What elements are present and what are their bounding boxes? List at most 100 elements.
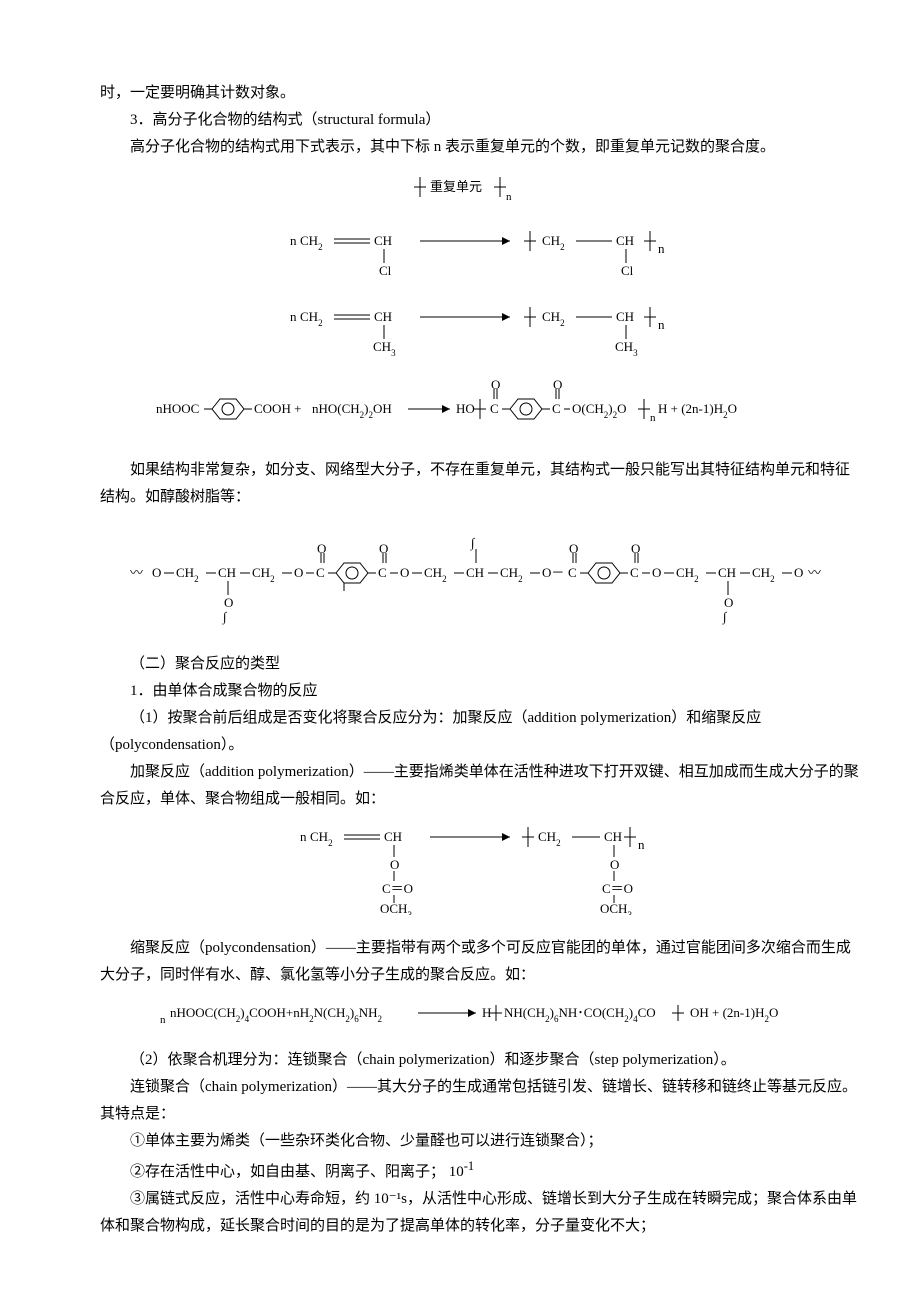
svg-text:n: n — [300, 829, 307, 844]
svg-text:CH: CH — [374, 309, 392, 324]
fig-rxn-methylacrylate: n CH2 CH O C＝O OCH3 CH2 CH n O — [100, 823, 860, 925]
svg-text:n: n — [650, 412, 656, 424]
svg-text:CH2: CH2 — [538, 829, 561, 848]
fig-rxn-vinylchloride: n CH2 CH Cl CH2 CH Cl n — [100, 225, 860, 291]
li-2: ②存在活性中心，如自由基、阴离子、阳离子； 10-1 — [100, 1155, 860, 1186]
svg-text:O: O — [724, 595, 733, 610]
svg-text:O: O — [610, 857, 619, 872]
svg-text:nHO(CH2)2OH: nHO(CH2)2OH — [312, 401, 392, 420]
svg-text:H + (2n-1)H2O: H + (2n-1)H2O — [658, 401, 737, 420]
heading-3: 3．高分子化合物的结构式（structural formula） — [100, 107, 860, 134]
svg-text:nHOOC: nHOOC — [156, 401, 199, 416]
svg-text:O(CH2)2O: O(CH2)2O — [572, 401, 627, 420]
svg-text:O: O — [569, 541, 578, 556]
svg-text:CH2: CH2 — [542, 309, 565, 328]
svg-text:O: O — [553, 377, 562, 392]
svg-text:n: n — [290, 309, 297, 324]
svg-text:CH2: CH2 — [676, 565, 699, 584]
svg-text:C: C — [378, 565, 387, 580]
svg-text:HO: HO — [456, 401, 475, 416]
svg-text:C＝O: C＝O — [602, 881, 633, 896]
svg-text:C: C — [568, 565, 577, 580]
svg-text:CH2: CH2 — [252, 565, 275, 584]
svg-text:O: O — [379, 541, 388, 556]
svg-text:n: n — [290, 233, 297, 248]
li-1: ①单体主要为烯类（一些杂环类化合物、少量醛也可以进行连锁聚合）； — [100, 1128, 860, 1155]
svg-text:O: O — [317, 541, 326, 556]
svg-text:CH2: CH2 — [500, 565, 523, 584]
svg-text:C: C — [552, 401, 561, 416]
svg-text:CH: CH — [616, 233, 634, 248]
fig-rxn-pet: nHOOC COOH + nHO(CH2)2OH HO C O — [100, 377, 860, 447]
svg-text:CH2: CH2 — [542, 233, 565, 252]
svg-text:C: C — [490, 401, 499, 416]
svg-text:∫: ∫ — [222, 609, 228, 625]
svg-text:∫: ∫ — [470, 535, 476, 551]
svg-text:Cl: Cl — [379, 263, 392, 278]
fig-repeat-unit: 重复单元 n — [100, 171, 860, 215]
svg-text:CH: CH — [466, 565, 484, 580]
svg-text:OH + (2n-1)H2O: OH + (2n-1)H2O — [690, 1005, 778, 1024]
svg-text:〰: 〰 — [130, 565, 143, 580]
svg-text:C＝O: C＝O — [382, 881, 413, 896]
svg-text:n: n — [160, 1014, 166, 1026]
svg-text:NH(CH2)6NH･CO(CH2)4CO: NH(CH2)6NH･CO(CH2)4CO — [504, 1005, 656, 1024]
repeat-unit-n: n — [506, 191, 512, 203]
svg-text:OCH3: OCH3 — [380, 901, 412, 915]
svg-text:CH2: CH2 — [300, 233, 323, 252]
para-3b: 如果结构非常复杂，如分支、网络型大分子，不存在重复单元，其结构式一般只能写出其特… — [100, 457, 860, 511]
svg-text:CH: CH — [384, 829, 402, 844]
fig-rxn-propylene: n CH2 CH CH3 CH2 CH CH3 n — [100, 301, 860, 367]
svg-text:nHOOC(CH2)4COOH+nH2N(CH2)6NH2: nHOOC(CH2)4COOH+nH2N(CH2)6NH2 — [170, 1005, 382, 1024]
li-2-text: ②存在活性中心，如自由基、阴离子、阳离子； — [130, 1164, 445, 1180]
svg-text:CH: CH — [718, 565, 736, 580]
para-2-1-2: （2）依聚合机理分为：连锁聚合（chain polymerization）和逐步… — [100, 1047, 860, 1074]
para-2-1-1: （1）按聚合前后组成是否变化将聚合反应分为：加聚反应（addition poly… — [100, 705, 860, 759]
svg-text:O: O — [400, 565, 409, 580]
svg-text:O: O — [794, 565, 803, 580]
svg-text:CH3: CH3 — [615, 339, 638, 357]
svg-text:CH2: CH2 — [752, 565, 775, 584]
svg-text:〰: 〰 — [808, 565, 821, 580]
heading-sec2: （二）聚合反应的类型 — [100, 651, 860, 678]
para-chain: 连锁聚合（chain polymerization）——其大分子的生成通常包括链… — [100, 1074, 860, 1128]
li-3: ③属链式反应，活性中心寿命短，约 10⁻¹s，从活性中心形成、链增长到大分子生成… — [100, 1186, 860, 1240]
para-condensation: 缩聚反应（polycondensation）——主要指带有两个或多个可反应官能团… — [100, 935, 860, 989]
li-2-sup: 10-1 — [449, 1164, 474, 1180]
svg-text:O: O — [390, 857, 399, 872]
svg-text:CH: CH — [616, 309, 634, 324]
svg-text:CH2: CH2 — [310, 829, 333, 848]
svg-text:C: C — [630, 565, 639, 580]
svg-text:C: C — [316, 565, 325, 580]
heading-2-1: 1．由单体合成聚合物的反应 — [100, 678, 860, 705]
page-content: 时，一定要明确其计数对象。 3．高分子化合物的结构式（structural fo… — [0, 0, 920, 1300]
svg-text:O: O — [491, 377, 500, 392]
svg-text:CH2: CH2 — [300, 309, 323, 328]
svg-text:O: O — [294, 565, 303, 580]
para-3a: 高分子化合物的结构式用下式表示，其中下标 n 表示重复单元的个数，即重复单元记数… — [100, 134, 860, 161]
svg-text:CH2: CH2 — [176, 565, 199, 584]
line-top: 时，一定要明确其计数对象。 — [100, 80, 860, 107]
svg-text:CH: CH — [374, 233, 392, 248]
svg-text:O: O — [152, 565, 161, 580]
svg-text:CH2: CH2 — [424, 565, 447, 584]
svg-text:CH: CH — [218, 565, 236, 580]
svg-text:n: n — [638, 837, 645, 852]
svg-text:H: H — [482, 1005, 491, 1020]
svg-text:n: n — [658, 317, 665, 332]
fig-alkyd: 〰 O CH2 CH O ∫ CH2 O C O — [100, 521, 860, 641]
svg-text:CH3: CH3 — [373, 339, 396, 357]
svg-text:CH: CH — [604, 829, 622, 844]
svg-text:COOH +: COOH + — [254, 401, 301, 416]
fig-rxn-nylon: nHOOC(CH2)4COOH+nH2N(CH2)6NH2 H NH(CH2)6… — [100, 999, 860, 1037]
para-addition: 加聚反应（addition polymerization）——主要指烯类单体在活… — [100, 759, 860, 813]
svg-text:O: O — [224, 595, 233, 610]
svg-text:Cl: Cl — [621, 263, 634, 278]
svg-text:∫: ∫ — [722, 609, 728, 625]
svg-text:n: n — [658, 241, 665, 256]
svg-text:O: O — [652, 565, 661, 580]
svg-text:O－: O－ — [542, 565, 564, 580]
repeat-unit-label: 重复单元 — [430, 179, 482, 194]
svg-text:O: O — [631, 541, 640, 556]
svg-text:OCH3: OCH3 — [600, 901, 632, 915]
